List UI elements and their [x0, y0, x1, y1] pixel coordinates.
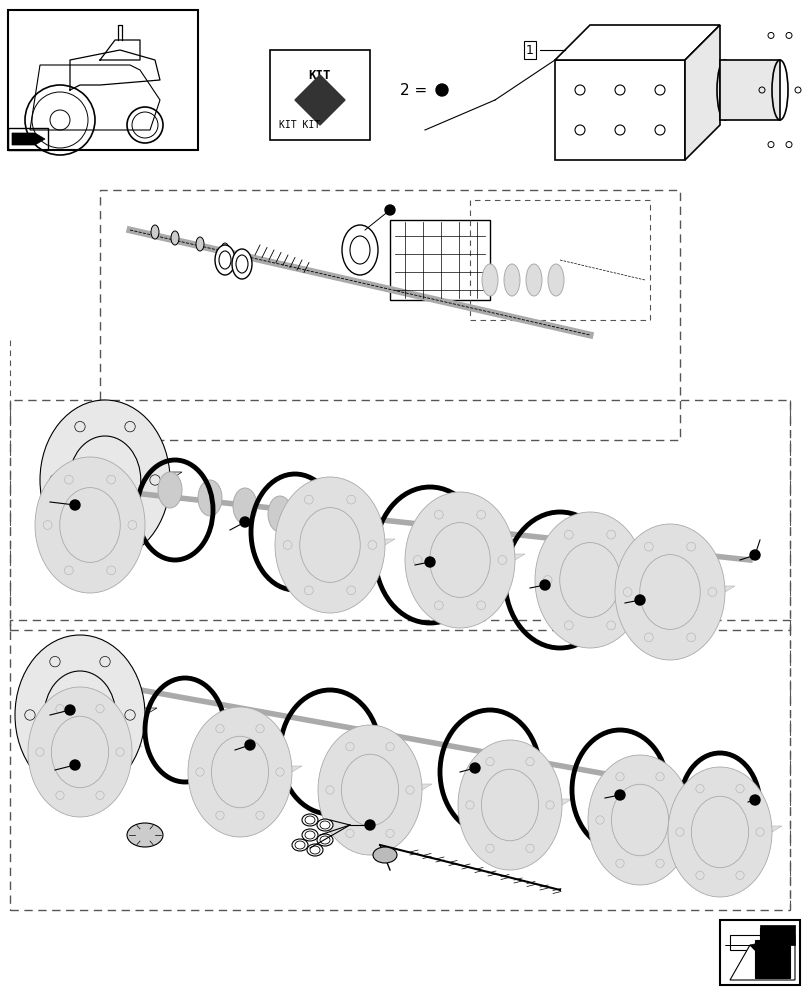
Polygon shape	[534, 574, 654, 580]
Ellipse shape	[482, 264, 497, 296]
Circle shape	[384, 205, 394, 215]
Ellipse shape	[316, 819, 333, 831]
Polygon shape	[754, 940, 789, 978]
Ellipse shape	[221, 243, 229, 257]
Circle shape	[245, 740, 255, 750]
Circle shape	[240, 517, 250, 527]
Text: 2 =: 2 =	[400, 83, 427, 98]
Circle shape	[70, 760, 80, 770]
Circle shape	[65, 705, 75, 715]
Polygon shape	[28, 746, 142, 752]
Ellipse shape	[188, 707, 292, 837]
Polygon shape	[40, 472, 182, 480]
Polygon shape	[729, 935, 794, 980]
Circle shape	[539, 580, 549, 590]
Ellipse shape	[198, 480, 221, 516]
Ellipse shape	[15, 635, 145, 795]
Circle shape	[634, 595, 644, 605]
Polygon shape	[729, 928, 791, 950]
Ellipse shape	[302, 814, 318, 826]
Polygon shape	[724, 925, 794, 945]
Ellipse shape	[318, 725, 422, 855]
Ellipse shape	[151, 225, 159, 239]
Polygon shape	[275, 539, 394, 545]
Polygon shape	[614, 586, 734, 592]
Ellipse shape	[457, 740, 561, 870]
Ellipse shape	[275, 477, 384, 613]
Circle shape	[70, 500, 80, 510]
Ellipse shape	[28, 687, 132, 817]
Circle shape	[436, 84, 448, 96]
Polygon shape	[12, 133, 45, 145]
Ellipse shape	[504, 264, 519, 296]
Ellipse shape	[158, 472, 182, 508]
Ellipse shape	[587, 755, 691, 885]
Polygon shape	[554, 25, 719, 60]
Ellipse shape	[316, 834, 333, 846]
Ellipse shape	[547, 264, 564, 296]
Polygon shape	[35, 519, 155, 525]
Polygon shape	[719, 60, 779, 120]
Polygon shape	[318, 784, 431, 790]
Circle shape	[614, 790, 624, 800]
Ellipse shape	[405, 492, 514, 628]
Polygon shape	[587, 814, 702, 820]
Polygon shape	[188, 766, 302, 772]
Polygon shape	[667, 826, 781, 832]
Ellipse shape	[127, 823, 163, 847]
Polygon shape	[749, 935, 794, 960]
Ellipse shape	[35, 457, 145, 593]
Ellipse shape	[40, 400, 169, 560]
Circle shape	[749, 550, 759, 560]
Ellipse shape	[307, 844, 323, 856]
Ellipse shape	[337, 512, 362, 548]
Ellipse shape	[195, 237, 204, 251]
Polygon shape	[405, 554, 525, 560]
Ellipse shape	[215, 245, 234, 275]
Text: KIT: KIT	[308, 69, 331, 82]
Text: 1: 1	[526, 44, 534, 57]
Ellipse shape	[302, 829, 318, 841]
Ellipse shape	[292, 839, 307, 851]
Circle shape	[424, 557, 435, 567]
Text: KIT KIT: KIT KIT	[279, 120, 320, 130]
Ellipse shape	[526, 264, 541, 296]
Ellipse shape	[303, 504, 327, 540]
Polygon shape	[15, 708, 157, 715]
Ellipse shape	[171, 231, 178, 245]
Ellipse shape	[667, 767, 771, 897]
Ellipse shape	[341, 225, 378, 275]
Polygon shape	[294, 75, 345, 125]
Polygon shape	[457, 799, 571, 805]
Ellipse shape	[232, 249, 251, 279]
Ellipse shape	[268, 496, 292, 532]
Ellipse shape	[233, 488, 257, 524]
Ellipse shape	[372, 847, 397, 863]
Circle shape	[749, 795, 759, 805]
Circle shape	[470, 763, 479, 773]
Ellipse shape	[534, 512, 644, 648]
Polygon shape	[684, 25, 719, 160]
Ellipse shape	[614, 524, 724, 660]
Circle shape	[365, 820, 375, 830]
